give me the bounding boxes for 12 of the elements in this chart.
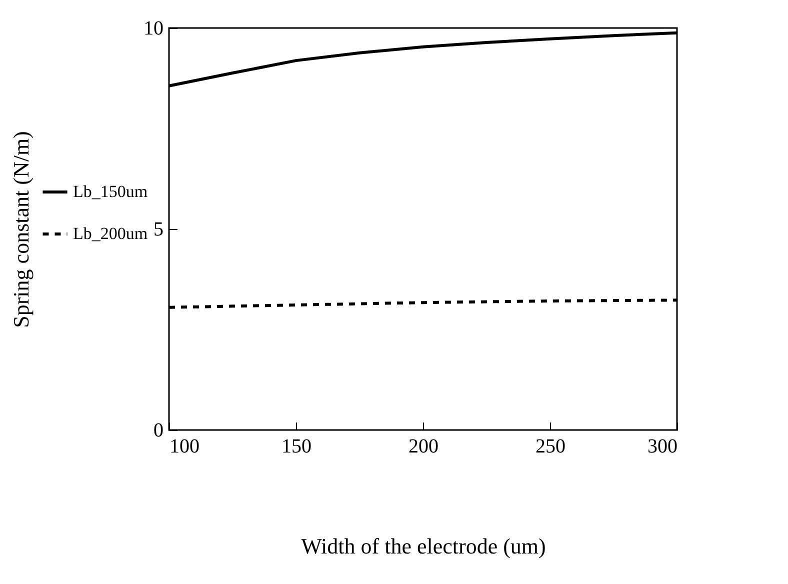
y-tick-label: 0 bbox=[154, 420, 164, 442]
y-tick-label: 10 bbox=[144, 18, 164, 40]
x-tick-label: 300 bbox=[648, 436, 678, 458]
legend-label: Lb_150um bbox=[73, 182, 148, 201]
legend-label: Lb_200um bbox=[73, 224, 148, 243]
x-tick-label: 150 bbox=[282, 436, 312, 458]
x-tick-label: 200 bbox=[408, 436, 438, 458]
y-axis-title: Spring constant (N/m) bbox=[8, 131, 34, 328]
y-tick-label: 5 bbox=[154, 218, 164, 240]
x-axis-title: Width of the electrode (um) bbox=[301, 534, 546, 558]
x-tick-label: 250 bbox=[536, 436, 566, 458]
x-tick-label: 100 bbox=[170, 436, 200, 458]
